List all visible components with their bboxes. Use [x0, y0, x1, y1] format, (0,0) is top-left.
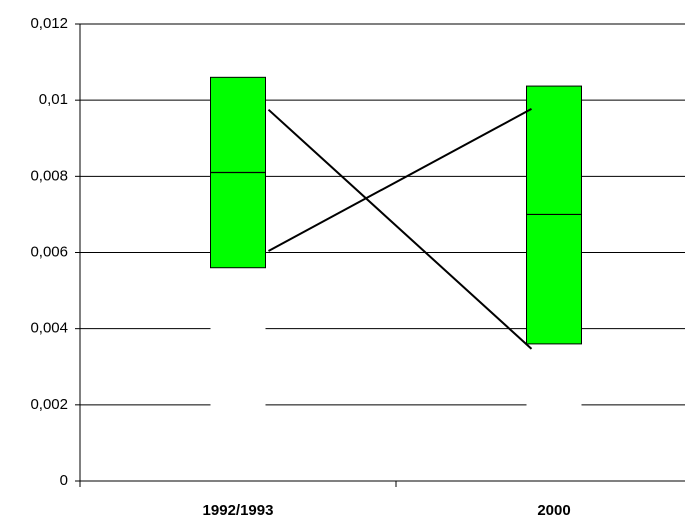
box-base: [210, 267, 266, 480]
line: [268, 108, 532, 252]
x-tick-label: 2000: [537, 502, 570, 519]
y-tick-label: 0,006: [30, 243, 68, 260]
box-base: [526, 343, 582, 480]
y-tick-label: 0,002: [30, 396, 68, 413]
line: [267, 108, 533, 350]
y-tick-label: 0,01: [39, 91, 68, 108]
y-tick-label: 0,008: [30, 167, 68, 184]
x-tick-label: 1992/1993: [203, 502, 274, 519]
y-tick-label: 0: [60, 472, 68, 489]
y-tick-label: 0,012: [30, 15, 68, 32]
y-tick-label: 0,004: [30, 320, 68, 337]
